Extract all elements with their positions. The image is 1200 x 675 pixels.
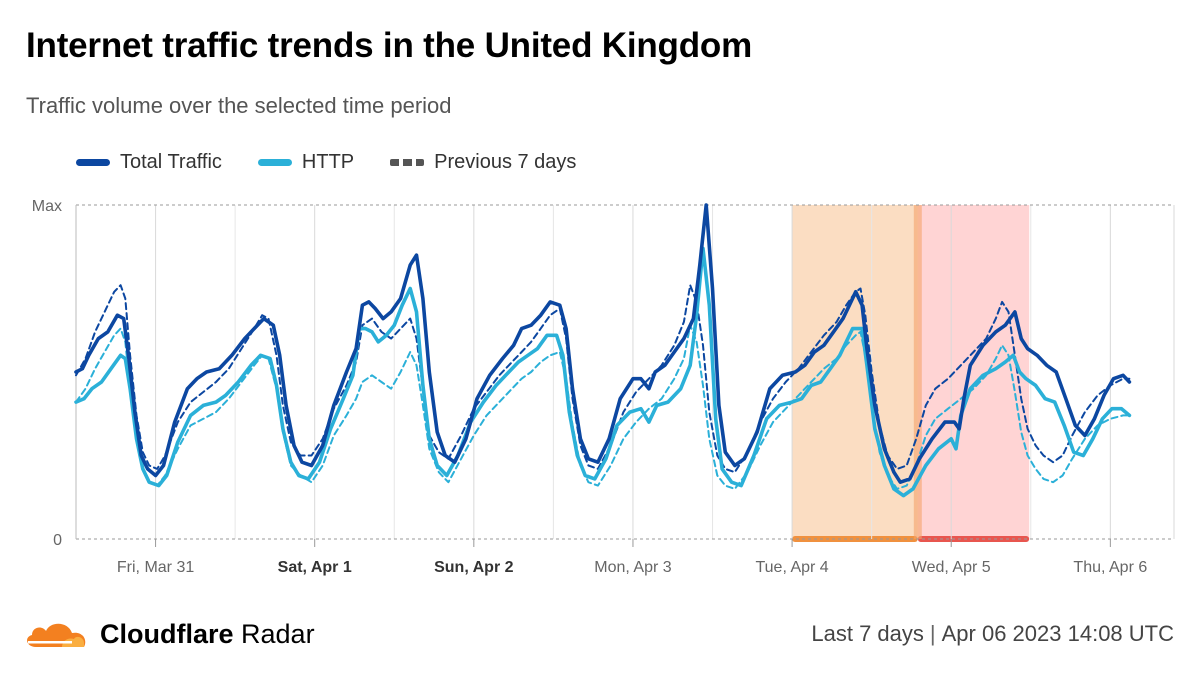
legend-swatch-total-traffic	[76, 159, 110, 166]
annotation-band-1	[792, 205, 918, 539]
chart-title: Internet traffic trends in the United Ki…	[26, 26, 753, 65]
brand-name: Cloudflare Radar	[100, 619, 315, 650]
y-tick-label-0: 0	[53, 532, 62, 549]
series-line-previous-7-days-http	[75, 324, 1131, 490]
timestamp-label: Apr 06 2023 14:08 UTC	[941, 621, 1174, 646]
legend-swatch-previous-7-days	[390, 159, 425, 166]
chart-legend: Total Traffic HTTP Previous 7 days	[76, 151, 576, 174]
grid-layer	[75, 204, 1175, 540]
series-line-previous-7-days	[75, 284, 1131, 474]
x-tick-label-7: Thu, Apr 6	[1073, 559, 1147, 576]
annotation-bar-1	[792, 536, 918, 542]
x-tick-label-5: Tue, Apr 4	[755, 559, 828, 576]
legend-label-total-traffic: Total Traffic	[120, 151, 222, 173]
legend-label-http: HTTP	[301, 151, 355, 173]
annotation-layer	[792, 205, 1030, 542]
chart-subtitle: Traffic volume over the selected time pe…	[26, 93, 452, 118]
legend-item-previous-7-days[interactable]: Previous 7 days	[390, 151, 576, 174]
y-tick-label-max: Max	[32, 198, 62, 215]
time-range-stamp: Last 7 days | Apr 06 2023 14:08 UTC	[811, 621, 1174, 647]
cloudflare-cloud-icon	[27, 623, 86, 647]
x-tick-label-1: Fri, Mar 31	[117, 559, 194, 576]
annotation-band-2	[917, 205, 1030, 539]
series-layer	[74, 203, 1132, 498]
legend-swatch-http	[257, 159, 292, 166]
traffic-line-chart: 0 Max Fri, Mar 31 Sat, Apr 1 Sun, Apr 2 Mon, …	[32, 198, 1175, 576]
x-tick-label-6: Wed, Apr 5	[912, 559, 991, 576]
annotation-bar-2	[917, 536, 1030, 542]
legend-item-total-traffic[interactable]: Total Traffic	[76, 151, 222, 174]
cloudflare-radar-logo[interactable]: Cloudflare Radar	[22, 617, 315, 651]
axis-layer: 0 Max Fri, Mar 31 Sat, Apr 1 Sun, Apr 2 Mon, …	[32, 198, 1148, 576]
x-tick-label-2: Sat, Apr 1	[278, 559, 352, 576]
brand-name-rest: Radar	[233, 618, 315, 649]
x-tick-label-3: Sun, Apr 2	[434, 559, 514, 576]
time-range-label: Last 7 days	[811, 621, 924, 646]
series-line-total-traffic	[74, 203, 1132, 484]
x-tick-label-4: Mon, Apr 3	[594, 559, 671, 576]
series-line-http	[74, 246, 1132, 498]
annotation-boundary	[913, 205, 922, 539]
legend-label-previous-7-days: Previous 7 days	[434, 151, 577, 173]
legend-item-http[interactable]: HTTP	[257, 151, 355, 174]
brand-name-bold: Cloudflare	[100, 618, 234, 649]
stamp-separator: |	[929, 621, 936, 646]
